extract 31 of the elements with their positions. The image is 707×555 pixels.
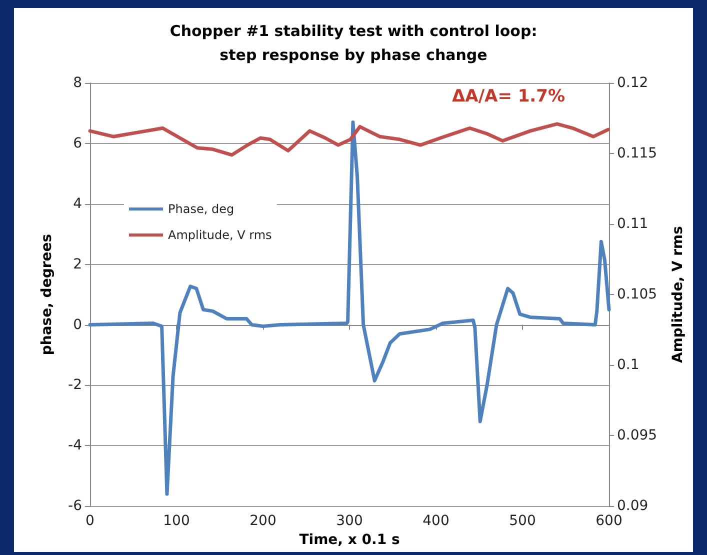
legend-label: Phase, deg (168, 202, 234, 216)
x-tick-label: 200 (250, 513, 276, 530)
y-axis-title: phase, degrees (39, 234, 55, 356)
chart-title: Chopper #1 stability test with control loop: step response by phase change (170, 22, 538, 64)
y-tick-label: -2 (68, 377, 82, 394)
y-tick-label: 4 (73, 196, 82, 212)
y2-tick-label: 0.115 (617, 146, 658, 162)
y-tick-label: 0 (73, 316, 82, 333)
line-series (88, 120, 611, 496)
y2-tick-label: 0.105 (617, 286, 658, 303)
y2-tick-label: 0.1 (617, 357, 640, 374)
y2-tick-label: 0.09 (617, 498, 648, 514)
line-series (88, 122, 610, 157)
x-tick-label: 500 (509, 513, 536, 530)
y2-axis-title: Amplitude, V rms (670, 226, 686, 364)
y-tick-label: -6 (68, 498, 82, 514)
y-tick-label: 8 (73, 75, 82, 91)
x-tick-label: 300 (336, 513, 363, 530)
y2-tick-label: 0.11 (617, 216, 648, 232)
x-axis-title: Time, x 0.1 s (299, 532, 400, 548)
annotation: ΔA/A= 1.7% (452, 86, 566, 106)
x-tick-label: 0 (86, 513, 94, 530)
y2-tick-label: 0.12 (617, 75, 648, 91)
y-tick-label: -4 (68, 438, 82, 454)
legend-label: Amplitude, V rms (168, 228, 272, 242)
x-tick-label: 600 (596, 513, 622, 530)
y-tick-label: 2 (73, 256, 82, 272)
y2-tick-label: 0.095 (617, 428, 658, 444)
y-tick-label: 6 (73, 135, 82, 152)
x-tick-label: 400 (422, 513, 450, 530)
x-tick-label: 100 (163, 513, 190, 530)
